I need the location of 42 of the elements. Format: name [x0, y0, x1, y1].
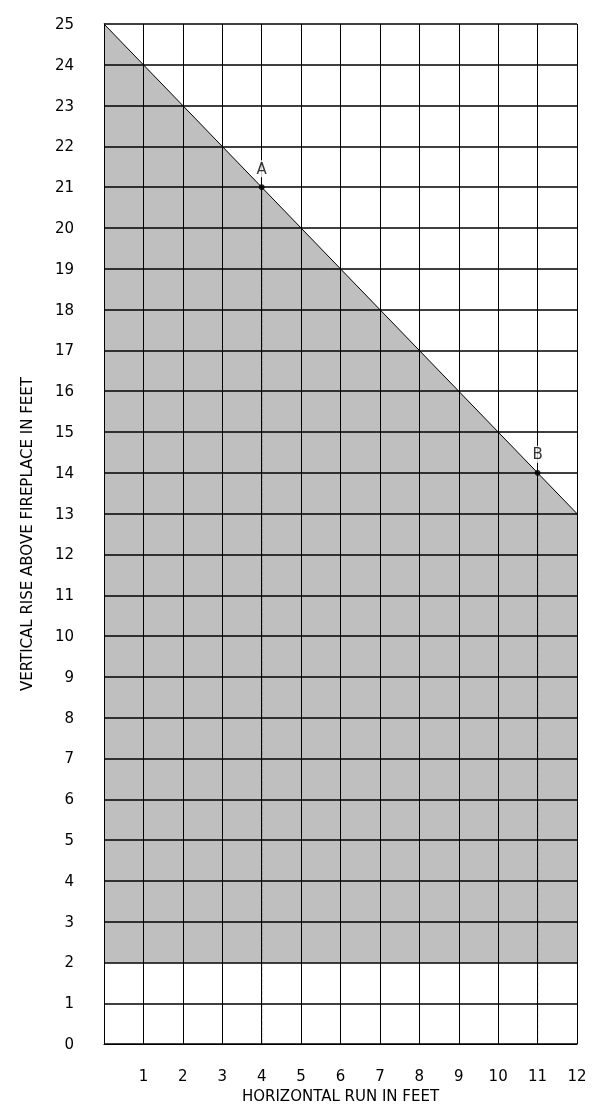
y-tick-label: 10 [54, 627, 74, 646]
x-tick-label: 5 [296, 1066, 306, 1085]
x-tick-label: 11 [528, 1066, 548, 1085]
y-tick-label: 23 [54, 96, 74, 115]
y-tick-label: 11 [54, 586, 74, 605]
y-tick-label: 24 [54, 55, 74, 74]
x-tick-label: 8 [414, 1066, 425, 1085]
x-tick-label: 10 [488, 1066, 508, 1085]
y-tick-label: 17 [54, 341, 74, 360]
x-tick-label: 12 [567, 1066, 587, 1085]
y-tick-label: 18 [54, 300, 74, 319]
annotation: B [532, 445, 543, 464]
y-tick-label: 3 [64, 912, 74, 931]
x-tick-label: 2 [178, 1066, 188, 1085]
y-tick-label: 21 [54, 178, 74, 197]
y-tick-label: 2 [64, 953, 74, 972]
x-tick-label: 3 [217, 1066, 228, 1085]
y-tick-label: 25 [54, 15, 74, 33]
x-tick-label: 7 [375, 1066, 385, 1085]
y-tick-label: 20 [54, 219, 74, 238]
y-tick-label: 7 [64, 749, 74, 768]
x-axis-title: HORIZONTAL RUN IN FEET [241, 1086, 440, 1105]
y-tick-label: 5 [64, 831, 74, 850]
y-tick-label: 15 [54, 423, 74, 442]
x-tick-label: 1 [138, 1066, 149, 1085]
y-tick-label: 6 [64, 790, 74, 809]
y-tick-label: 12 [54, 545, 74, 564]
y-tick-label: 22 [54, 137, 74, 156]
annotation: A [256, 159, 268, 178]
y-tick-label: 1 [64, 994, 74, 1013]
x-tick-label: 4 [256, 1066, 267, 1085]
y-tick-label: 14 [54, 463, 74, 482]
y-tick-label: 4 [64, 871, 74, 890]
y-tick-label: 9 [64, 667, 74, 686]
y-tick-label: 8 [64, 708, 74, 727]
y-tick-label: 0 [64, 1035, 74, 1054]
y-tick-label: 19 [54, 259, 74, 278]
x-tick-label: 6 [335, 1066, 346, 1085]
y-tick-label: 13 [54, 504, 74, 523]
y-tick-label: 16 [54, 382, 74, 401]
y-axis-title: VERTICAL RISE ABOVE FIREPLACE IN FEET [17, 376, 36, 692]
x-tick-label: 9 [453, 1066, 464, 1085]
